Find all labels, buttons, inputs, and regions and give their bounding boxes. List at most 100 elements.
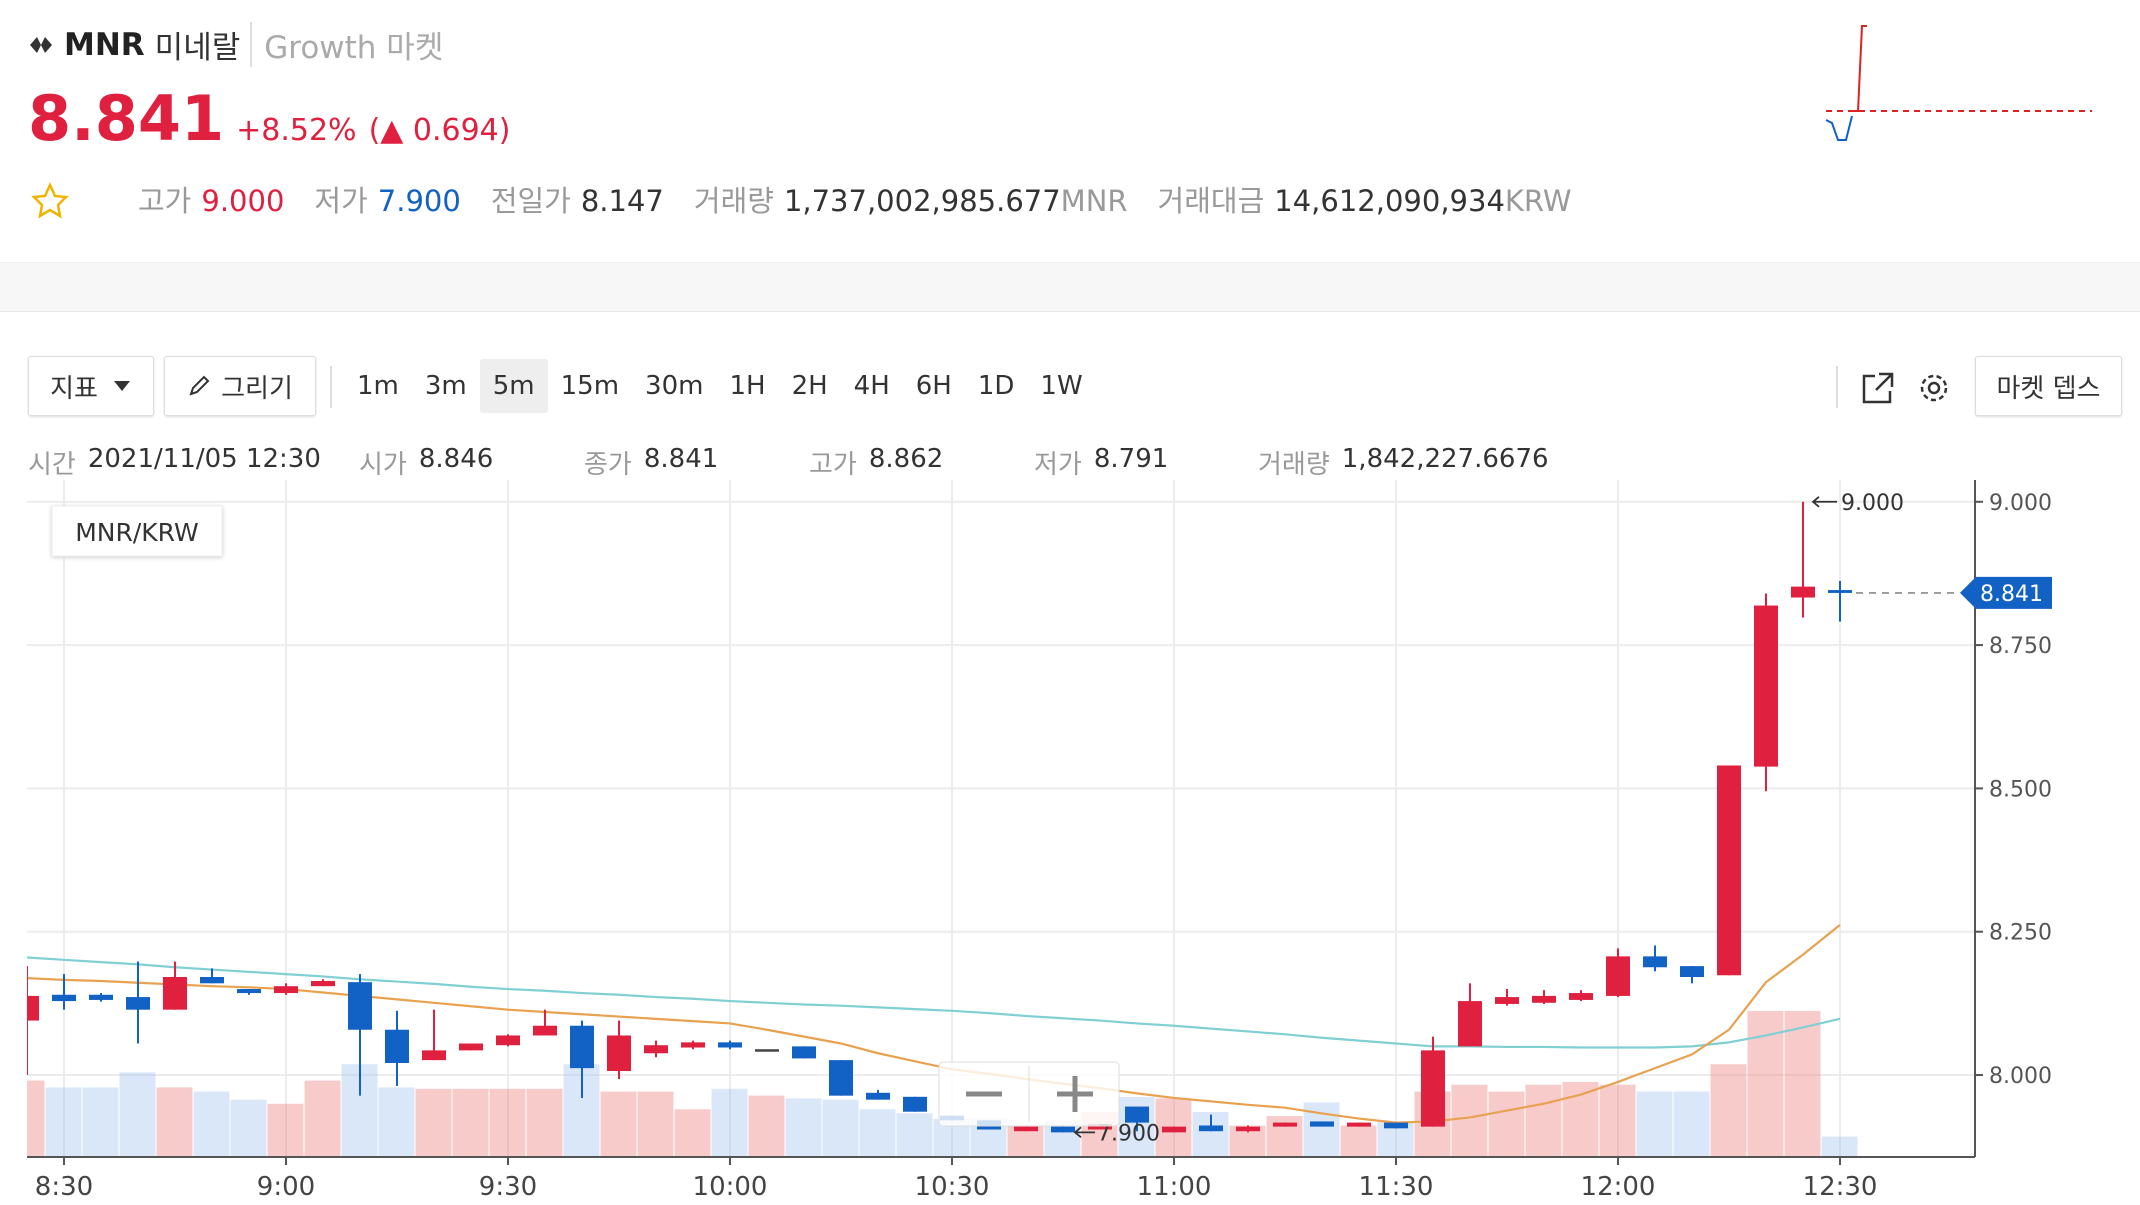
info-item: 시가 8.846	[359, 444, 493, 481]
volume-bar	[896, 1113, 933, 1157]
candle-body	[1273, 1122, 1297, 1127]
volume-bar	[1673, 1091, 1710, 1157]
candle-body	[1569, 993, 1593, 1000]
volume-bar	[378, 1087, 415, 1157]
stat-value: 1,737,002,985.677	[783, 184, 1061, 218]
favorite[interactable]	[28, 179, 98, 219]
candle-body	[1051, 1126, 1075, 1133]
legend-label: MNR/KRW	[75, 518, 199, 547]
separator	[1836, 366, 1838, 408]
candle-body	[1162, 1126, 1186, 1133]
info-label: 시가	[359, 450, 407, 480]
info-label: 거래량	[1258, 450, 1330, 480]
volume-bar	[600, 1091, 637, 1157]
price: 8.841	[28, 82, 225, 155]
volume-bar	[1488, 1091, 1525, 1157]
interval[interactable]: 1D	[977, 371, 1015, 401]
volume-bar	[1636, 1091, 1673, 1157]
draw-button[interactable]: 그리기	[164, 356, 316, 416]
volume-bar	[785, 1098, 822, 1157]
stat-label: 거래대금	[1157, 184, 1265, 218]
interval[interactable]: 30m	[645, 371, 704, 401]
x-tick-label: 11:00	[1137, 1172, 1212, 1202]
y-tick-label: 9.000	[1989, 491, 2052, 516]
candle-body	[348, 982, 372, 1030]
stat-unit: KRW	[1504, 184, 1572, 218]
interval[interactable]: 4H	[853, 371, 890, 401]
stat-value: 14,612,090,934	[1274, 184, 1505, 218]
zoom-in[interactable]	[1057, 1076, 1093, 1112]
info-value: 8.841	[643, 444, 719, 474]
label: 마켓 뎁스	[1996, 373, 2101, 404]
stats-row: 고가 9.000 저가 7.900 전일가 8.147 거래량 1,737,002,985.6…	[28, 178, 1602, 220]
indicator-button[interactable]: 지표	[28, 356, 154, 416]
volume-bar	[1821, 1136, 1858, 1157]
info-item: 거래량 1,842,227.6676	[1258, 444, 1549, 481]
stat-label: 저가	[314, 184, 368, 218]
volume-bar	[526, 1088, 563, 1157]
candle-body	[903, 1096, 927, 1112]
candle-body	[311, 981, 335, 987]
stat: 고가 9.000	[138, 178, 284, 220]
volume-bar	[1451, 1084, 1488, 1157]
y-tick-label: 8.000	[1989, 1064, 2052, 1089]
volume-bar	[1562, 1081, 1599, 1157]
interval[interactable]: 5m	[479, 359, 548, 413]
volume-bar	[711, 1088, 748, 1157]
settings-icon[interactable]	[1920, 374, 1948, 402]
volume-bar	[637, 1091, 674, 1157]
coin-name: 미네랄	[154, 30, 241, 66]
interval[interactable]: 2H	[791, 371, 828, 401]
candle-body	[1754, 605, 1778, 767]
candle-body	[459, 1043, 483, 1051]
volume-bar	[859, 1109, 896, 1157]
x-tick-label: 9:00	[257, 1172, 315, 1202]
x-tick-label: 8:30	[35, 1172, 93, 1202]
interval[interactable]: 1m	[357, 371, 399, 401]
interval[interactable]: 3m	[424, 371, 467, 401]
info-label: 시간	[28, 450, 76, 480]
volume-bar	[230, 1099, 267, 1157]
change-pct: +8.52%	[236, 113, 357, 148]
popout-icon[interactable]	[1862, 372, 1894, 404]
max-arrow	[1811, 496, 1837, 508]
stat-value: 8.147	[580, 184, 664, 218]
volume-bar	[1599, 1084, 1636, 1157]
stat-label: 거래량	[693, 184, 774, 218]
interval[interactable]: 1H	[729, 371, 766, 401]
stat-label: 전일가	[490, 184, 571, 218]
depth-button[interactable]: 마켓 뎁스	[1975, 356, 2122, 416]
x-tick-label: 10:00	[693, 1172, 768, 1202]
last-price-tag	[1960, 576, 2052, 609]
candle-body	[607, 1035, 631, 1072]
candle-body	[496, 1035, 520, 1046]
candle-body	[1236, 1126, 1260, 1132]
info-value: 8.846	[418, 444, 494, 474]
candle-body	[52, 994, 76, 1002]
stat-value: 7.900	[377, 184, 461, 218]
interval[interactable]: 15m	[560, 371, 620, 401]
legend: MNR/KRW	[51, 505, 223, 557]
x-tick-label: 11:30	[1359, 1172, 1434, 1202]
label: 지표	[50, 373, 98, 404]
info-label: 종가	[584, 450, 632, 480]
title-row: MNR 미네랄 Growth 마켓	[28, 22, 443, 67]
stat: 전일가 8.147	[491, 178, 664, 220]
stat-unit: MNR	[1060, 184, 1128, 218]
info-value: 2021/11/05 12:30	[87, 444, 321, 474]
min-arrow	[1073, 1126, 1095, 1139]
interval[interactable]: 6H	[915, 371, 952, 401]
tool-icons	[1862, 372, 1948, 404]
candle-body	[274, 986, 298, 994]
interval[interactable]: 1W	[1040, 371, 1083, 401]
candle-body	[1495, 997, 1519, 1004]
candle-body	[200, 977, 224, 984]
candle-body	[1717, 765, 1741, 976]
volume-bar	[1266, 1116, 1303, 1157]
candle-body	[829, 1060, 853, 1096]
info-item: 시간 2021/11/05 12:30	[28, 444, 321, 481]
stat: 저가 7.900	[314, 178, 460, 220]
stat: 거래대금 14,612,090,934KRW	[1158, 178, 1572, 220]
candle-body	[1421, 1050, 1445, 1127]
candle-body	[1347, 1122, 1371, 1127]
